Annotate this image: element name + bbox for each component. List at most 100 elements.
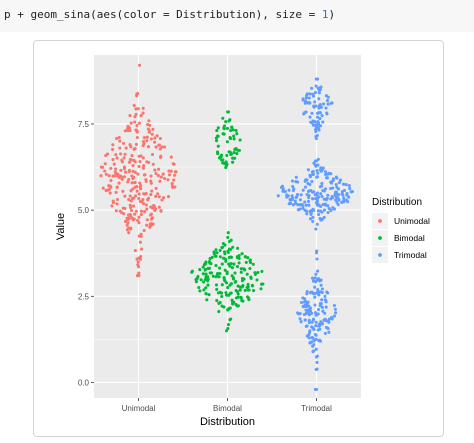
data-point	[152, 203, 156, 208]
data-point	[137, 63, 142, 67]
data-point	[144, 179, 148, 183]
data-point	[219, 153, 224, 157]
data-point	[134, 194, 138, 198]
data-point	[111, 147, 115, 151]
data-point	[107, 174, 111, 178]
data-point	[306, 310, 310, 314]
data-point	[145, 135, 149, 139]
data-point	[319, 320, 323, 324]
data-point	[314, 136, 318, 141]
data-point	[154, 171, 158, 176]
data-point	[314, 311, 318, 315]
data-point	[313, 100, 317, 104]
data-point	[224, 293, 229, 297]
data-point	[290, 197, 295, 201]
data-point	[319, 85, 323, 89]
data-point	[225, 272, 229, 276]
data-point	[303, 299, 308, 303]
data-point	[198, 268, 202, 272]
data-point	[228, 283, 232, 287]
data-point	[304, 203, 308, 207]
data-point	[316, 171, 320, 175]
data-point	[215, 299, 219, 303]
data-point	[115, 197, 120, 202]
data-point	[151, 206, 155, 210]
data-point	[167, 169, 171, 173]
data-point	[247, 288, 251, 292]
data-point	[232, 262, 236, 266]
data-point	[114, 209, 118, 213]
data-point	[311, 197, 315, 201]
data-point	[260, 269, 264, 273]
data-point	[311, 215, 315, 219]
data-point	[138, 185, 142, 189]
data-point	[340, 190, 344, 194]
data-point	[301, 98, 305, 102]
data-point	[308, 183, 312, 187]
series-bimodal	[190, 110, 265, 333]
data-point	[311, 318, 316, 322]
data-point	[321, 120, 325, 124]
data-point	[291, 184, 295, 189]
data-point	[303, 179, 307, 183]
data-point	[317, 324, 321, 328]
data-point	[314, 129, 318, 134]
data-point	[149, 213, 153, 217]
data-point	[218, 266, 222, 270]
data-point	[115, 202, 119, 206]
data-point	[133, 120, 137, 124]
data-point	[127, 126, 131, 130]
series-trimodal	[276, 77, 354, 391]
data-point	[321, 202, 325, 207]
data-point	[285, 193, 289, 197]
data-point	[307, 321, 311, 325]
data-point	[218, 271, 222, 276]
data-point	[305, 193, 309, 197]
data-point	[320, 287, 324, 291]
data-point	[173, 185, 177, 189]
data-point	[299, 320, 303, 324]
data-point	[313, 91, 318, 95]
data-point	[288, 198, 292, 202]
data-point	[314, 126, 319, 130]
data-point	[237, 148, 241, 152]
data-point	[216, 152, 220, 156]
data-point	[140, 247, 144, 251]
data-point	[141, 111, 145, 115]
data-point	[135, 94, 139, 98]
data-point	[305, 92, 309, 96]
data-point	[315, 249, 319, 253]
data-point	[120, 160, 124, 164]
data-point	[196, 274, 200, 279]
data-point	[314, 320, 318, 324]
data-point	[215, 128, 219, 133]
data-point	[142, 228, 146, 233]
data-point	[149, 222, 154, 226]
data-point	[118, 139, 122, 143]
data-point	[327, 207, 331, 211]
data-point	[163, 176, 167, 181]
data-point	[319, 124, 323, 128]
data-point	[306, 300, 310, 304]
data-point	[155, 134, 159, 138]
data-point	[207, 260, 211, 264]
data-point	[114, 167, 118, 171]
data-point	[145, 139, 149, 143]
code-size-value: 1	[321, 8, 329, 21]
data-point	[150, 132, 154, 136]
data-point	[236, 246, 240, 250]
data-point	[223, 252, 227, 256]
data-point	[145, 218, 149, 222]
data-point	[311, 350, 315, 354]
data-point	[128, 114, 132, 118]
data-point	[225, 153, 229, 157]
x-axis-title: Distribution	[200, 416, 255, 428]
data-point	[129, 226, 133, 230]
data-point	[158, 179, 162, 183]
data-point	[224, 120, 228, 124]
data-point	[323, 294, 327, 298]
data-point	[223, 257, 228, 261]
data-point	[332, 314, 336, 318]
data-point	[326, 102, 330, 106]
data-point	[135, 123, 139, 128]
